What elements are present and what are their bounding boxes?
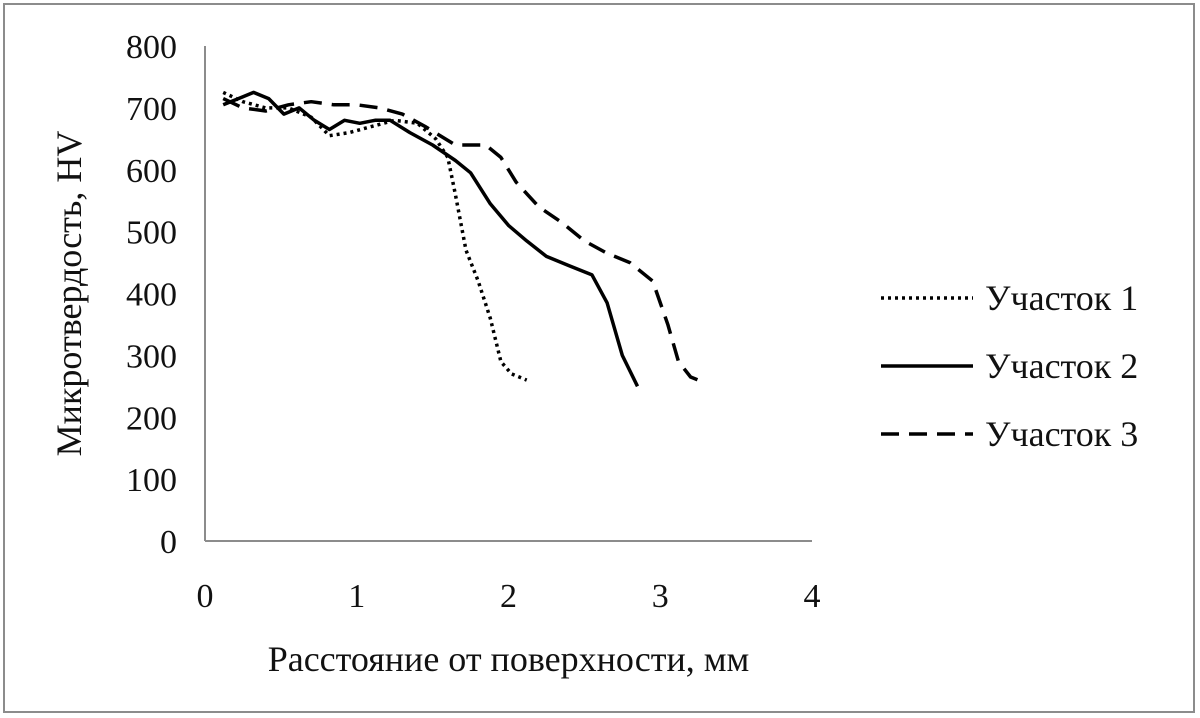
y-tick-label: 700 — [126, 91, 177, 128]
legend-label-3: Участок 3 — [985, 414, 1138, 454]
x-axis-title: Расстояние от поверхности, мм — [268, 639, 750, 679]
x-tick-labels: 0 1 2 3 4 — [197, 578, 821, 615]
x-tick-label: 1 — [348, 578, 365, 615]
x-tick-label: 3 — [652, 578, 669, 615]
legend-label-1: Участок 1 — [985, 278, 1138, 318]
y-tick-label: 500 — [126, 215, 177, 252]
x-tick-label: 2 — [500, 578, 517, 615]
y-tick-labels: 0 100 200 300 400 500 600 700 800 — [126, 29, 177, 561]
y-tick-label: 300 — [126, 338, 177, 375]
y-tick-label: 600 — [126, 153, 177, 190]
y-tick-label: 200 — [126, 400, 177, 437]
series-line-1 — [222, 90, 528, 382]
y-tick-label: 100 — [126, 462, 177, 499]
legend-label-2: Участок 2 — [985, 346, 1138, 386]
y-axis-title: Микротвердость, HV — [49, 131, 89, 457]
y-tick-label: 400 — [126, 277, 177, 314]
series-line-2 — [222, 90, 640, 388]
line-chart: 0 100 200 300 400 500 600 700 800 0 1 2 3 4 Микротве… — [49, 29, 1138, 679]
series-line-3 — [222, 97, 707, 385]
series-layer — [222, 90, 707, 388]
legend: Участок 1 Участок 2 Участок 3 — [881, 278, 1138, 454]
x-tick-label: 0 — [197, 578, 214, 615]
y-tick-label: 0 — [160, 524, 177, 561]
chart-frame: 0 100 200 300 400 500 600 700 800 0 1 2 3 4 Микротве… — [3, 3, 1195, 713]
y-tick-label: 800 — [126, 29, 177, 66]
axes-group — [204, 46, 812, 542]
x-tick-label: 4 — [804, 578, 821, 615]
